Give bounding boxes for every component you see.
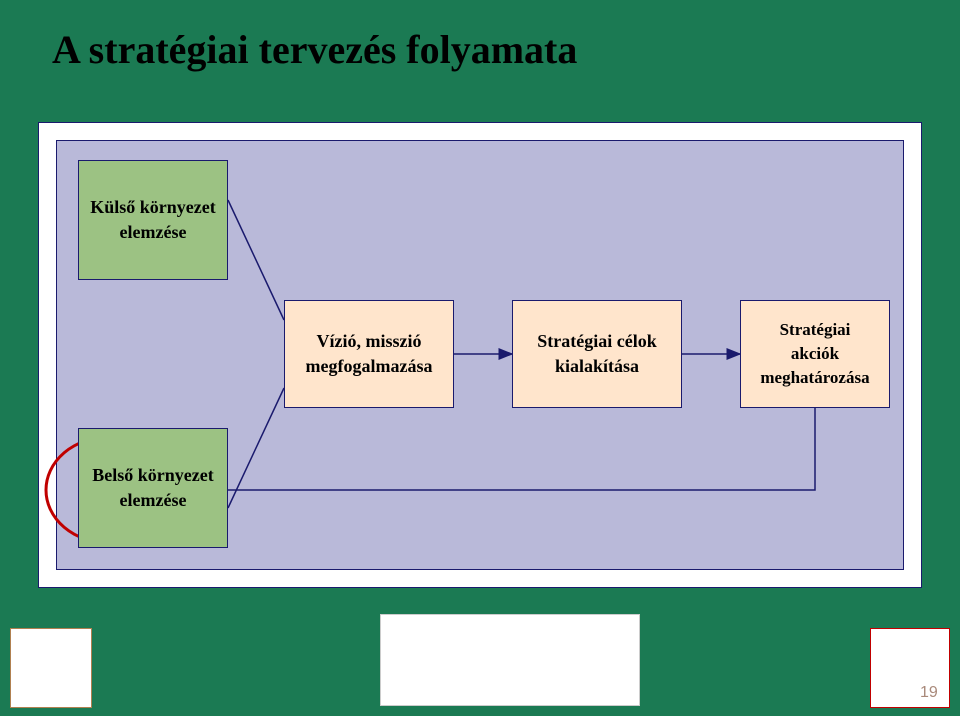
node-strategic-actions: Stratégiai akciók meghatározása — [740, 300, 890, 408]
footer-center-logo — [380, 614, 640, 706]
node-label: elemzése — [120, 488, 187, 513]
footer-left-logo — [10, 628, 92, 708]
node-label: elemzése — [120, 220, 187, 245]
page-number: 19 — [920, 684, 938, 702]
node-label: Stratégiai — [780, 318, 851, 342]
node-label: Stratégiai célok — [537, 329, 656, 354]
node-external-environment: Külső környezet elemzése — [78, 160, 228, 280]
slide-title: A stratégiai tervezés folyamata — [52, 26, 577, 73]
footer-right-logo — [870, 628, 950, 708]
node-label: akciók — [791, 342, 839, 366]
node-vision-mission: Vízió, misszió megfogalmazása — [284, 300, 454, 408]
node-label: Vízió, misszió — [317, 329, 422, 354]
slide: A stratégiai tervezés folyamata Külső kö… — [0, 0, 960, 716]
node-label: meghatározása — [760, 366, 869, 390]
node-label: Belső környezet — [92, 463, 213, 488]
node-label: Külső környezet — [90, 195, 216, 220]
node-strategic-goals: Stratégiai célok kialakítása — [512, 300, 682, 408]
node-label: kialakítása — [555, 354, 639, 379]
node-internal-environment: Belső környezet elemzése — [78, 428, 228, 548]
node-label: megfogalmazása — [306, 354, 433, 379]
